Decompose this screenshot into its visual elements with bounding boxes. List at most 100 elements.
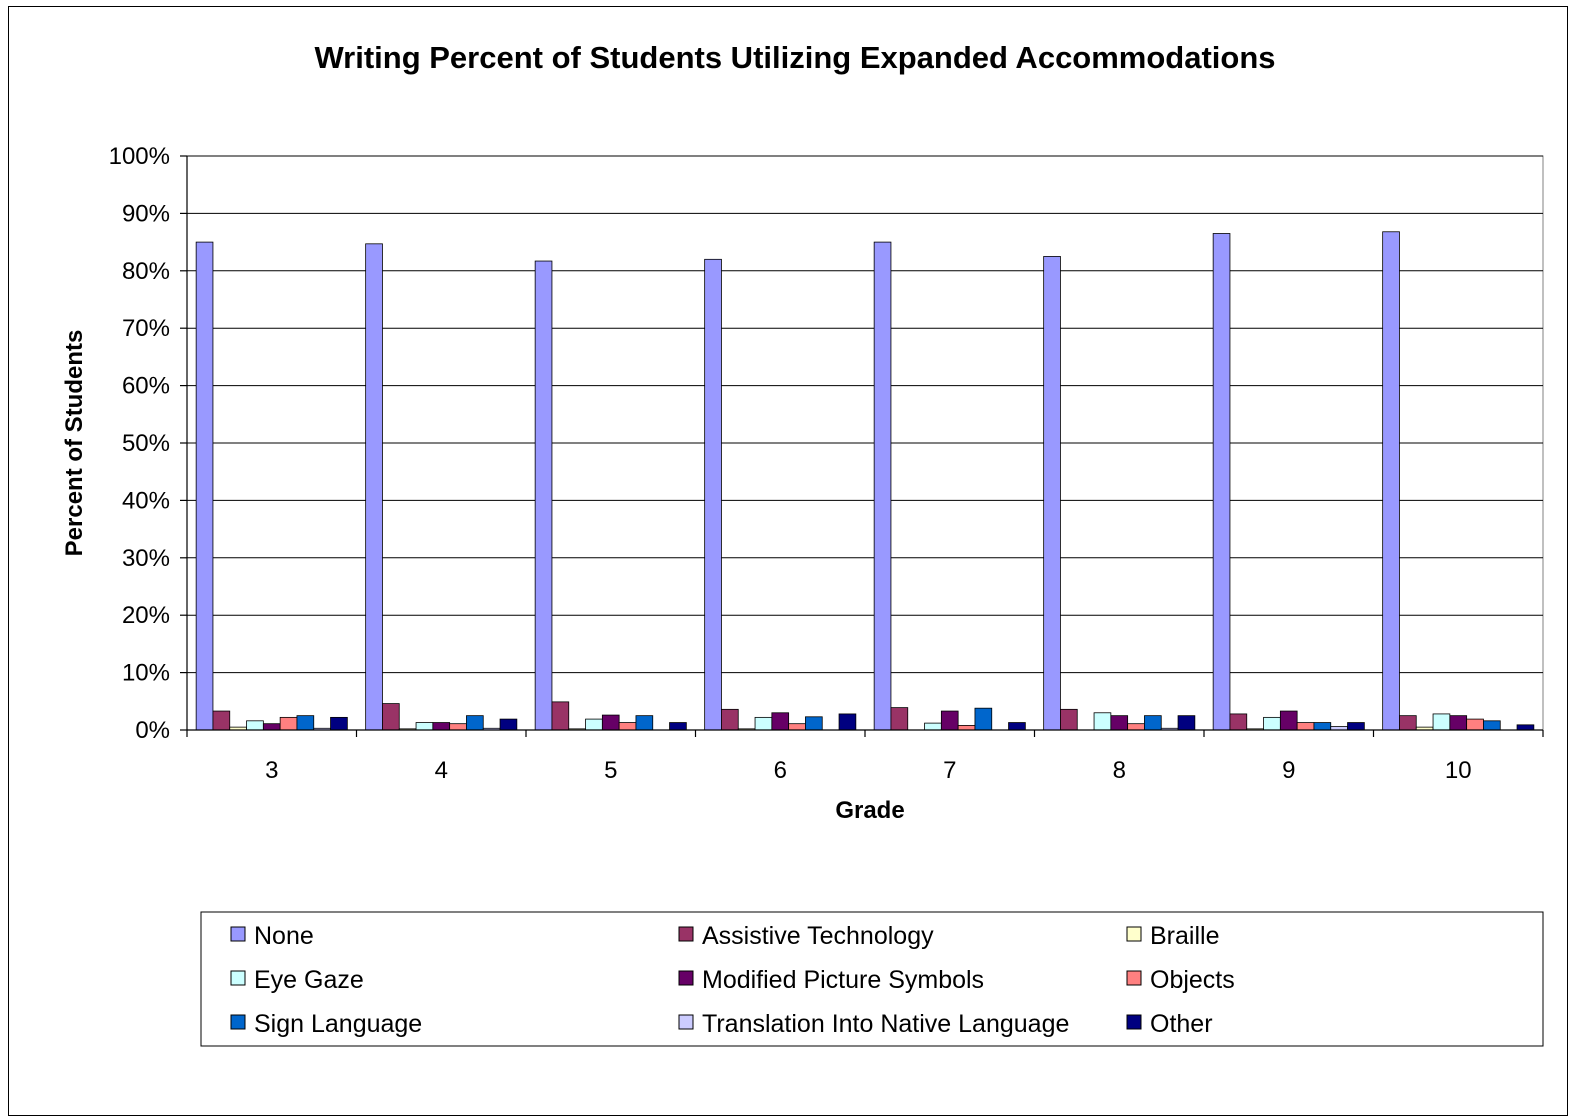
bar (721, 708, 739, 731)
bar (1313, 722, 1332, 731)
bar (754, 716, 773, 731)
bar (890, 707, 909, 731)
legend-label: Objects (1150, 966, 1235, 994)
legend-swatch (678, 970, 694, 986)
bar (974, 707, 993, 731)
bar (771, 712, 790, 731)
bar (585, 718, 603, 731)
bar (499, 718, 518, 731)
bar (1060, 708, 1078, 731)
x-tick-label: 9 (1282, 757, 1295, 784)
y-axis-title: Percent of Students (61, 330, 88, 557)
bar (1483, 720, 1501, 731)
legend-label: Translation Into Native Language (702, 1010, 1069, 1038)
legend-swatch (1126, 1014, 1142, 1030)
x-axis-title: Grade (835, 797, 904, 824)
legend-swatch (1126, 970, 1142, 986)
bar (534, 260, 553, 731)
legend-swatch (230, 970, 246, 986)
y-tick-label: 10% (122, 660, 170, 687)
bar (551, 701, 570, 731)
bar (1093, 712, 1112, 731)
bar (924, 722, 942, 731)
bar (805, 716, 823, 731)
legend-label: Modified Picture Symbols (702, 966, 984, 994)
legend-label: Other (1150, 1010, 1213, 1038)
x-tick-label: 4 (435, 757, 448, 784)
legend-label: Eye Gaze (254, 966, 364, 994)
bar (618, 722, 637, 731)
bar (1110, 715, 1129, 731)
x-tick-label: 3 (265, 757, 278, 784)
bar (873, 241, 892, 731)
legend-label: Assistive Technology (702, 922, 934, 950)
bar (1144, 715, 1162, 731)
bar (1347, 722, 1365, 731)
bar (957, 725, 976, 731)
bar (415, 722, 434, 731)
bars (195, 231, 1535, 731)
bar (788, 723, 806, 731)
bar (296, 715, 315, 731)
gridlines (187, 155, 1543, 674)
bar (1279, 710, 1298, 731)
bar (1008, 722, 1026, 731)
bar (940, 710, 959, 731)
y-tick-label: 30% (122, 545, 170, 572)
bar (1382, 231, 1400, 731)
x-tick-label: 8 (1113, 757, 1126, 784)
y-tick-label: 20% (122, 602, 170, 629)
bar (195, 241, 214, 731)
y-axis-ticks: 0% 10% 20% 30% 40% 50% 60% 70% 80% 90% 100% (109, 143, 187, 744)
bar (669, 722, 687, 731)
x-tick-label: 6 (774, 757, 787, 784)
y-tick-label: 90% (122, 200, 170, 227)
chart-title: Writing Percent of Students Utilizing Ex… (314, 40, 1275, 75)
bar (1229, 713, 1248, 731)
bar (1432, 713, 1451, 731)
y-tick-label: 50% (122, 430, 170, 457)
bar (1449, 715, 1468, 731)
legend-swatch (678, 926, 694, 942)
legend-swatch (230, 926, 246, 942)
bar (212, 710, 231, 731)
y-tick-label: 70% (122, 315, 170, 342)
bar (365, 243, 383, 731)
x-axis-ticks: 3 4 5 6 7 8 9 10 (186, 730, 1544, 784)
bar (1263, 716, 1281, 731)
legend-label: Sign Language (254, 1010, 422, 1038)
bar (432, 722, 451, 731)
x-tick-label: 10 (1445, 757, 1472, 784)
legend-box (200, 911, 1544, 1047)
y-tick-label: 100% (109, 143, 170, 170)
legend-swatch (230, 1014, 246, 1030)
bar (1399, 715, 1417, 731)
y-tick-label: 0% (135, 717, 170, 744)
bar (262, 723, 281, 731)
bar (330, 716, 348, 731)
y-tick-label: 60% (122, 373, 170, 400)
bar (601, 714, 620, 731)
bar (466, 715, 484, 731)
y-tick-label: 40% (122, 487, 170, 514)
x-tick-label: 7 (943, 757, 956, 784)
bar (1296, 722, 1315, 731)
bar (1127, 723, 1145, 731)
legend-swatch (1126, 926, 1142, 942)
bar (704, 258, 722, 731)
legend-swatch (678, 1014, 694, 1030)
bar (449, 723, 467, 731)
bar (635, 715, 654, 731)
bar (246, 720, 264, 731)
bar (838, 713, 857, 731)
bar (1043, 256, 1061, 731)
bar (1516, 724, 1535, 731)
legend: None Assistive Technology Braille Eye Gaze M… (230, 922, 1235, 1038)
bar (1466, 718, 1484, 731)
bar (1177, 715, 1196, 731)
bar (279, 716, 298, 731)
bar (382, 703, 400, 731)
legend-label: Braille (1150, 922, 1219, 950)
bar (1212, 233, 1231, 731)
